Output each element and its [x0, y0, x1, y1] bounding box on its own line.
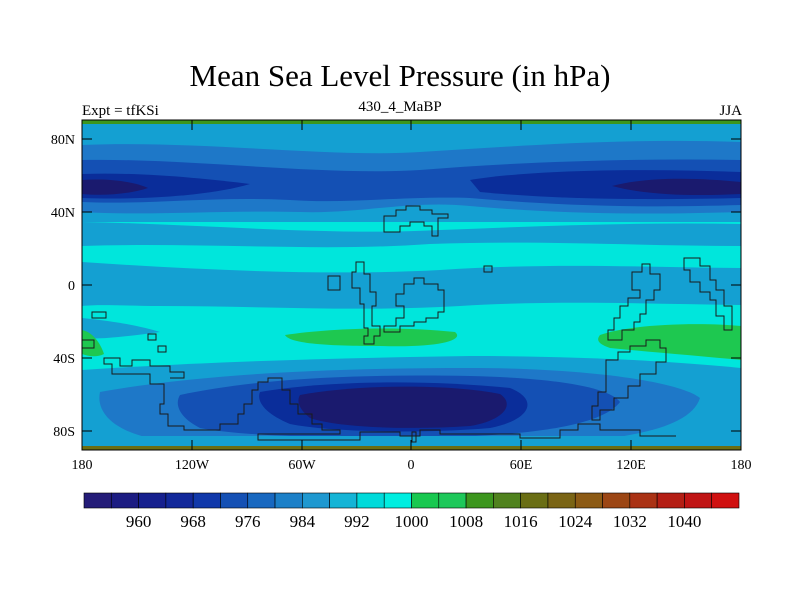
colorbar-level-label: 1040	[667, 512, 701, 531]
lat-label: 40N	[51, 206, 75, 221]
colorbar-level-label: 1008	[449, 512, 483, 531]
experiment-label: Expt = tfKSi	[82, 103, 159, 119]
pressure-high-1008-west-edge	[82, 330, 104, 357]
colorbar-level-label: 1024	[558, 512, 593, 531]
lat-label: 0	[68, 279, 75, 294]
colorbar-swatch	[110, 492, 139, 509]
colorbar-swatch	[329, 492, 358, 509]
colorbar-swatch	[247, 492, 276, 509]
lon-label: 120W	[175, 458, 210, 473]
lat-ticks	[82, 138, 741, 432]
pressure-high-1008-atlantic	[285, 328, 458, 347]
colorbar	[83, 492, 740, 509]
colorbar-level-label: 1032	[613, 512, 647, 531]
colorbar-level-label: 984	[290, 512, 316, 531]
colorbar-swatch	[302, 492, 330, 509]
coastlines	[82, 205, 733, 443]
pressure-high-1008-pacific	[598, 324, 741, 360]
lon-label: 180	[731, 458, 752, 473]
colorbar-level-label: 1016	[504, 512, 538, 531]
lon-ticks	[191, 120, 632, 450]
pressure-band-996-west	[82, 318, 160, 339]
lat-labels: 80N 40N 0 40S 80S	[51, 133, 75, 440]
colorbar-swatch	[602, 492, 631, 509]
colorbar-swatch	[656, 492, 685, 509]
colorbar-swatch	[192, 492, 221, 509]
colorbar-swatch	[547, 492, 576, 509]
lon-labels: 180 120W 60W 0 60E 120E 180	[72, 458, 752, 473]
pressure-low-956-north-west	[82, 179, 148, 195]
colorbar-level-label: 968	[180, 512, 206, 531]
lon-label: 180	[72, 458, 93, 473]
pressure-low-956-north-east	[612, 178, 741, 196]
lon-label: 120E	[616, 458, 646, 473]
lat-label: 80S	[53, 425, 75, 440]
lon-label: 60E	[510, 458, 533, 473]
pressure-map	[82, 120, 741, 450]
lat-label: 80N	[51, 133, 75, 148]
colorbar-swatch	[629, 492, 658, 509]
lon-label: 0	[408, 458, 415, 473]
colorbar-swatch	[711, 492, 740, 509]
map-title: Mean Sea Level Pressure (in hPa)	[189, 58, 611, 93]
colorbar-swatch	[684, 492, 713, 509]
colorbar-swatch	[356, 492, 385, 509]
colorbar-swatch	[493, 492, 521, 509]
colorbar-swatch	[438, 492, 467, 509]
pressure-band-996-tropics	[82, 262, 741, 309]
colorbar-swatch	[274, 492, 303, 509]
season-label: JJA	[719, 103, 742, 119]
pressure-low-956-south	[298, 386, 507, 428]
colorbar-level-label: 976	[235, 512, 261, 531]
colorbar-swatch	[520, 492, 549, 509]
colorbar-swatch	[411, 492, 440, 509]
colorbar-swatch	[165, 492, 194, 509]
colorbar-level-label: 960	[126, 512, 152, 531]
experiment-age-label: 430_4_MaBP	[358, 99, 442, 115]
colorbar-swatch	[220, 492, 249, 509]
colorbar-swatch	[383, 492, 412, 509]
lat-label: 40S	[53, 352, 75, 367]
colorbar-swatch	[83, 492, 112, 509]
colorbar-level-label: 992	[344, 512, 370, 531]
colorbar-swatch	[138, 492, 167, 509]
colorbar-labels: 960 968 976 984 992 1000 1008 1016 1024 1032 1040	[126, 512, 702, 531]
colorbar-level-label: 1000	[395, 512, 429, 531]
pressure-band-992-midlat	[82, 222, 741, 248]
colorbar-swatch	[574, 492, 603, 509]
lon-label: 60W	[288, 458, 316, 473]
colorbar-swatch	[465, 492, 494, 509]
